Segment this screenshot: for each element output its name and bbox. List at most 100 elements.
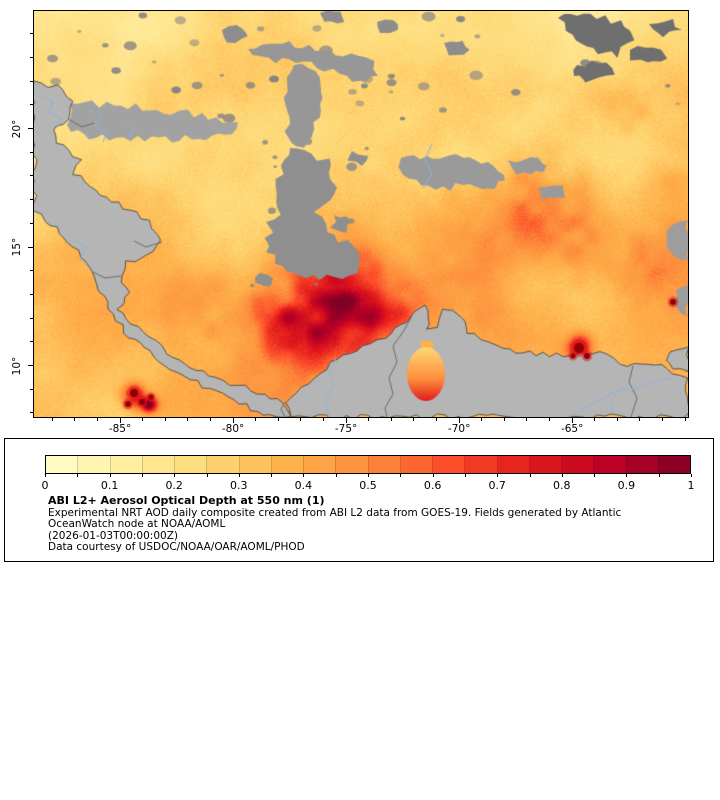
colorbar-segment <box>304 456 337 473</box>
colorbar-tick-mark <box>432 474 434 477</box>
colorbar-segment <box>658 456 690 473</box>
y-minor-tick <box>30 412 33 414</box>
y-minor-tick <box>30 222 33 224</box>
colorbar-segment <box>142 456 175 473</box>
colorbar-tick-label: 0.5 <box>359 479 377 492</box>
colorbar-segment <box>46 456 79 473</box>
colorbar-tick-mark <box>77 474 79 477</box>
y-major-tick <box>28 246 33 248</box>
x-minor-tick <box>594 418 596 421</box>
legend-title: ABI L2+ Aerosol Optical Depth at 550 nm … <box>48 494 325 507</box>
y-minor-tick <box>30 388 33 390</box>
colorbar-tick-label: 0.9 <box>617 479 636 492</box>
colorbar-tick-label: 1 <box>687 479 695 492</box>
colorbar-tick-mark <box>561 474 563 477</box>
x-minor-tick <box>322 418 324 421</box>
x-tick-label: -80° <box>221 423 245 435</box>
y-minor-tick <box>30 80 33 82</box>
colorbar-tick-mark <box>368 474 369 477</box>
colorbar-segment <box>400 456 433 473</box>
x-minor-tick <box>187 418 189 421</box>
x-minor-tick <box>368 418 370 421</box>
y-minor-tick <box>30 199 33 201</box>
y-tick-label: 15° <box>11 237 23 257</box>
legend-timestamp: (2026-01-03T00:00:00Z) <box>48 529 178 542</box>
colorbar-tick-mark <box>594 474 596 477</box>
x-major-tick <box>345 418 347 423</box>
y-tick-label: 20° <box>11 119 23 138</box>
x-minor-tick <box>413 418 415 421</box>
colorbar-segment <box>336 456 369 473</box>
x-minor-tick <box>74 418 76 421</box>
x-minor-tick <box>164 418 166 421</box>
colorbar-tick-mark <box>497 474 499 477</box>
colorbar-segment <box>207 456 240 473</box>
y-minor-tick <box>30 151 33 153</box>
colorbar-segment <box>368 456 401 473</box>
colorbar-tick-label: 0.3 <box>230 479 248 492</box>
colorbar-tick-mark <box>658 474 660 477</box>
colorbar-tick-mark <box>206 474 208 477</box>
x-minor-tick <box>209 418 211 421</box>
x-minor-tick <box>96 418 98 421</box>
x-minor-tick <box>639 418 641 421</box>
colorbar <box>45 455 691 474</box>
x-minor-tick <box>255 418 257 421</box>
x-major-tick <box>571 418 573 423</box>
x-major-tick <box>119 418 121 423</box>
colorbar-tick-label: 0 <box>41 479 49 492</box>
y-minor-tick <box>30 56 33 58</box>
x-minor-tick <box>549 418 551 421</box>
colorbar-tick-mark <box>45 474 46 477</box>
x-minor-tick <box>662 418 664 421</box>
y-minor-tick <box>30 33 33 35</box>
colorbar-tick-label: 0.4 <box>294 479 313 492</box>
x-minor-tick <box>526 418 528 421</box>
y-minor-tick <box>30 341 33 343</box>
colorbar-tick-label: 0.8 <box>553 479 571 492</box>
colorbar-segment <box>594 456 627 473</box>
colorbar-tick-mark <box>626 474 628 477</box>
y-major-tick <box>28 128 33 129</box>
colorbar-segment <box>497 456 530 473</box>
colorbar-tick-mark <box>238 474 240 477</box>
colorbar-segment <box>271 456 304 473</box>
x-major-tick <box>458 418 460 423</box>
colorbar-segment <box>239 456 272 473</box>
colorbar-segment <box>465 456 498 473</box>
aod-map-canvas <box>34 11 688 417</box>
x-minor-tick <box>51 418 53 421</box>
colorbar-tick-label: 0.6 <box>423 479 442 492</box>
x-tick-label: -70° <box>447 423 471 435</box>
y-minor-tick <box>30 317 33 319</box>
legend-courtesy: Data courtesy of USDOC/NOAA/OAR/AOML/PHO… <box>48 541 305 553</box>
colorbar-tick-mark <box>141 474 143 477</box>
x-minor-tick <box>481 418 483 421</box>
colorbar-tick-mark <box>691 474 692 477</box>
colorbar-segment <box>562 456 595 473</box>
x-minor-tick <box>390 418 392 421</box>
colorbar-tick-mark <box>529 474 531 477</box>
legend-description: Experimental NRT AOD daily composite cre… <box>48 506 622 530</box>
x-minor-tick <box>436 418 438 421</box>
x-tick-label: -65° <box>560 423 584 435</box>
y-minor-tick <box>30 293 33 295</box>
colorbar-tick-mark <box>271 474 273 477</box>
legend-text-block: ABI L2+ Aerosol Optical Depth at 550 nm … <box>48 495 678 554</box>
x-minor-tick <box>684 418 686 421</box>
x-minor-tick <box>142 418 144 421</box>
colorbar-segment <box>175 456 208 473</box>
colorbar-tick-label: 0.7 <box>488 479 506 492</box>
x-minor-tick <box>300 418 302 421</box>
x-minor-tick <box>616 418 618 421</box>
y-minor-tick <box>30 104 33 106</box>
y-minor-tick <box>30 270 33 272</box>
y-major-tick <box>28 365 33 367</box>
colorbar-tick-mark <box>464 474 466 477</box>
y-tick-label: 10° <box>11 356 23 375</box>
x-tick-label: -75° <box>334 423 358 435</box>
colorbar-tick-label: 0.2 <box>165 479 183 492</box>
colorbar-segment <box>529 456 562 473</box>
colorbar-tick-mark <box>400 474 402 477</box>
